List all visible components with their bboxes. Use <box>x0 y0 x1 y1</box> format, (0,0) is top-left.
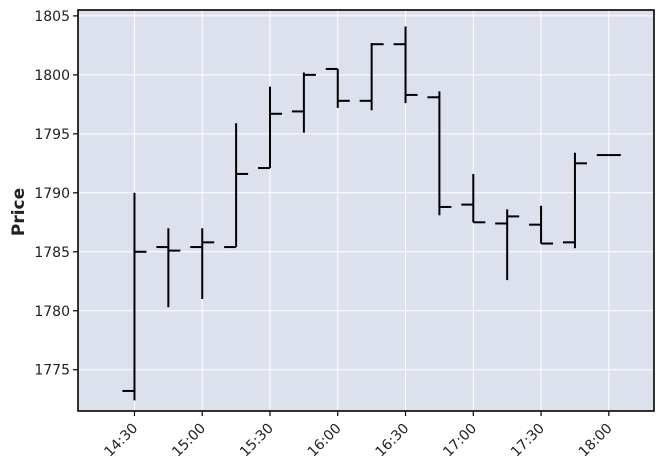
y-tick-label: 1785 <box>34 245 70 261</box>
x-tick-label: 16:30 <box>373 421 413 461</box>
y-tick-label: 1800 <box>34 68 70 84</box>
ohlc-bar <box>495 209 520 281</box>
ohlc-bar <box>156 228 181 308</box>
y-tick-label: 1780 <box>34 304 70 320</box>
ohlc-bar <box>529 205 554 245</box>
x-tick-label: 16:00 <box>305 421 345 461</box>
x-tick-label: 15:00 <box>169 421 209 461</box>
x-tick-label: 18:00 <box>576 421 616 461</box>
ohlc-bar <box>122 192 147 401</box>
ohlc-bar <box>461 173 486 224</box>
x-tick-label: 17:30 <box>508 421 548 461</box>
ohlc-bar <box>427 91 452 216</box>
ohlc-bar <box>224 123 249 249</box>
ohlc-bar <box>258 86 282 170</box>
plot-background <box>78 10 654 411</box>
x-tick-label: 17:00 <box>440 421 480 461</box>
x-tick-label: 15:30 <box>237 421 277 461</box>
y-tick-label: 1775 <box>34 363 70 379</box>
ohlc-bar <box>325 67 350 108</box>
y-tick-label: 1790 <box>34 186 70 202</box>
ohlc-bars <box>122 26 621 401</box>
x-tick-label: 14:30 <box>101 421 141 461</box>
ohlc-bar <box>190 228 215 299</box>
plot-frame <box>77 9 655 412</box>
x-axis: 14:30 15:00 15:30 16:00 16:30 17:00 17:30 18:00 <box>101 411 616 461</box>
ohlc-bar <box>393 26 418 104</box>
y-tick-label: 1805 <box>34 9 70 25</box>
y-tick-label: 1795 <box>34 127 70 143</box>
ohlc-bar <box>562 152 587 249</box>
y-axis: 1775 1780 1785 1790 1795 1800 1805 <box>34 9 78 379</box>
ohlc-bar <box>359 43 384 111</box>
ohlc-bar <box>291 72 316 133</box>
y-axis-title: Price <box>9 188 29 236</box>
